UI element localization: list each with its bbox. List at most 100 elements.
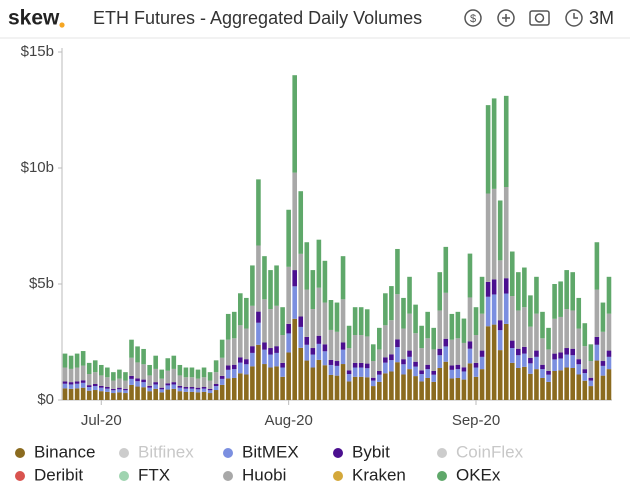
legend-label[interactable]: FTX	[138, 465, 170, 484]
bar-segment	[225, 365, 231, 370]
bar-segment	[195, 369, 201, 379]
bar-segment	[183, 388, 189, 392]
bar-segment	[171, 388, 177, 400]
legend-label[interactable]: Binance	[34, 442, 95, 461]
bar-segment	[455, 377, 461, 400]
bar-segment	[582, 323, 588, 347]
bar-segment	[165, 389, 171, 400]
bar-segment	[389, 320, 394, 355]
bar-segment	[286, 266, 291, 324]
bar-segment	[328, 374, 334, 400]
bar-segment	[503, 278, 509, 294]
y-tick-label: $0	[37, 391, 54, 408]
bar-segment	[135, 362, 140, 379]
bar-segment	[274, 346, 279, 353]
bar-segment	[86, 390, 92, 400]
bar-segment	[346, 381, 352, 400]
bar-segment	[528, 363, 533, 374]
bar-segment	[159, 392, 165, 400]
bar-segment	[449, 365, 455, 370]
bar-segment	[328, 364, 334, 375]
bar-segment	[195, 389, 201, 393]
bar-segment	[250, 265, 255, 306]
bar-segment	[582, 369, 588, 374]
bar-segment	[552, 318, 557, 354]
bar-segment	[123, 372, 128, 381]
bar-segment	[364, 309, 370, 337]
bar-segment	[153, 388, 158, 400]
bar-segment	[407, 276, 412, 314]
legend-label[interactable]: Deribit	[34, 465, 83, 484]
bar-segment	[195, 392, 201, 400]
bar-segment	[292, 270, 297, 287]
bar-segment	[352, 335, 358, 363]
bar-segment	[238, 362, 243, 374]
bar-segment	[123, 380, 128, 389]
bar-segment	[340, 342, 346, 350]
bar-segment	[358, 376, 364, 400]
bar-segment	[86, 387, 92, 391]
bar-segment	[80, 351, 86, 366]
bar-segment	[256, 322, 261, 345]
bar-segment	[594, 289, 600, 337]
bar-segment	[606, 350, 612, 357]
bar-segment	[479, 369, 485, 400]
bar-segment	[80, 365, 86, 381]
legend-label[interactable]: Bitfinex	[138, 442, 194, 461]
bar-segment	[419, 374, 424, 382]
bar-segment	[534, 313, 539, 351]
bar-segment	[395, 347, 400, 363]
range-button[interactable]: 3M	[589, 8, 614, 28]
legend-label[interactable]: Kraken	[352, 465, 406, 484]
legend-label[interactable]: OKEx	[456, 465, 501, 484]
bar-segment	[534, 356, 539, 370]
bar-segment	[165, 370, 171, 384]
bar-segment	[201, 388, 207, 392]
legend-label[interactable]: BitMEX	[242, 442, 299, 461]
bar-segment	[479, 356, 485, 370]
bar-segment	[491, 188, 497, 280]
bar-segment	[189, 377, 195, 388]
bar-segment	[129, 339, 134, 358]
bar-segment	[177, 385, 183, 388]
bar-segment	[334, 361, 340, 366]
bar-segment	[207, 393, 213, 400]
currency-icon[interactable]	[464, 9, 482, 27]
bar-segment	[437, 310, 443, 349]
bar-segment	[389, 371, 394, 400]
bar-segment	[497, 260, 503, 321]
camera-icon[interactable]	[529, 10, 550, 26]
bar-segment	[552, 359, 557, 371]
bar-segment	[298, 191, 304, 254]
bar-segment	[153, 368, 158, 383]
bar-segment	[92, 390, 98, 400]
bar-segment	[147, 387, 152, 392]
bar-segment	[256, 179, 261, 246]
bar-segment	[570, 348, 576, 356]
legend-label[interactable]: Huobi	[242, 465, 286, 484]
bar-segment	[262, 256, 267, 300]
bar-segment	[346, 325, 352, 349]
legend-label[interactable]: CoinFlex	[456, 442, 524, 461]
bar-segment	[467, 363, 473, 400]
legend-label[interactable]: Bybit	[352, 442, 390, 461]
bar-segment	[231, 369, 237, 378]
legend-marker	[437, 471, 447, 481]
bar-segment	[62, 367, 68, 382]
bar-segment	[546, 381, 551, 400]
bar-segment	[485, 193, 491, 282]
bar-segment	[473, 376, 479, 400]
range-icon[interactable]	[565, 9, 583, 27]
bar-segment	[395, 294, 400, 340]
bar-segment	[534, 350, 539, 357]
bar-segment	[159, 389, 165, 393]
bar-segment	[443, 346, 449, 362]
bar-segment	[280, 362, 285, 368]
bar-segment	[92, 383, 98, 387]
bar-segment	[105, 377, 110, 388]
bar-segment	[600, 302, 606, 332]
zoom-icon[interactable]	[497, 9, 515, 27]
bar-segment	[141, 382, 146, 388]
bar-segment	[135, 386, 140, 400]
